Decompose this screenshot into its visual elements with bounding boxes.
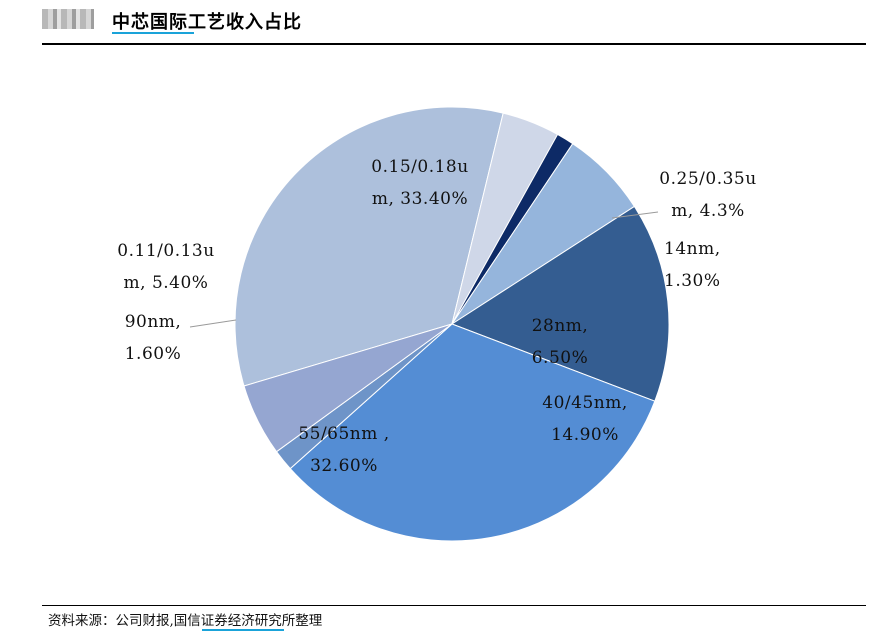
slice-label: 0.25/0.35u m, 4.3%: [659, 169, 756, 221]
slice-label: 90nm, 1.60%: [125, 312, 182, 364]
header-rule: [42, 43, 866, 45]
source-org: 国信证券: [173, 613, 228, 629]
slice-label: 55/65nm , 32.60%: [298, 424, 389, 476]
leader-line: [189, 319, 237, 328]
blurred-logo: [42, 9, 94, 29]
slice-label-line: 0.15/0.18u: [371, 157, 468, 177]
slice-label-line: 1.60%: [125, 344, 182, 364]
source-underline: [202, 629, 284, 631]
source-prefix: 资料来源：公司财报,: [48, 613, 174, 629]
leader-lines: [189, 211, 659, 328]
title-underline: [112, 32, 194, 34]
slice-label-line: 0.25/0.35u: [659, 169, 756, 189]
slice-label-line: 90nm,: [125, 312, 182, 332]
slice-label: 0.11/0.13u m, 5.40%: [117, 241, 214, 293]
source-suffix: 经济研究所整理: [227, 613, 323, 629]
pie-slice-0-15-0-18um: [234, 106, 504, 387]
slice-label-line: 0.11/0.13u: [117, 241, 214, 261]
slice-label-line: 55/65nm ,: [298, 424, 389, 444]
pie-slice-55-65nm: [289, 323, 656, 542]
slice-label: 0.15/0.18u m, 33.40%: [371, 157, 468, 209]
slice-label-line: 14.90%: [551, 425, 619, 445]
pie-chart: 0.15/0.18u m, 33.40% 0.25/0.35u m, 4.3% 14nm…: [117, 106, 756, 542]
slice-label-line: 14nm,: [664, 239, 721, 259]
slice-labels: 0.15/0.18u m, 33.40% 0.25/0.35u m, 4.3% 14nm…: [117, 157, 756, 476]
slice-label-line: m, 33.40%: [372, 189, 468, 209]
report-header: 中芯国际工艺收入占比: [0, 0, 870, 45]
slice-label-line: 32.60%: [310, 456, 378, 476]
footer-rule: [42, 605, 866, 606]
source-note: 资料来源：公司财报,国信证券经济研究所整理: [48, 609, 322, 629]
slice-label-line: 28nm,: [532, 316, 589, 336]
slice-label-line: 6.50%: [532, 348, 589, 368]
slice-label: 14nm, 1.30%: [664, 239, 721, 291]
slice-label: 28nm, 6.50%: [532, 316, 589, 368]
leader-line: [611, 211, 659, 219]
slice-label-line: m, 5.40%: [124, 273, 209, 293]
slice-label-line: m, 4.3%: [671, 201, 745, 221]
slice-label-line: 40/45nm,: [542, 393, 627, 413]
pie-slices: [234, 106, 670, 542]
pie-slice-40-45nm: [450, 205, 670, 402]
pie-slice-0-11-0-13um: [243, 323, 453, 453]
chart-title: 中芯国际工艺收入占比: [112, 12, 302, 33]
slice-label: 40/45nm, 14.90%: [542, 393, 627, 445]
slice-label-line: 1.30%: [664, 271, 721, 291]
